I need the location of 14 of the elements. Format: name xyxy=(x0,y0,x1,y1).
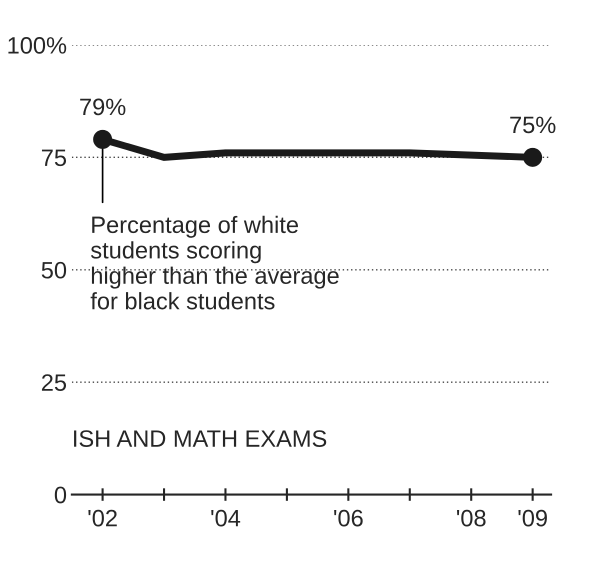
y-tick-label: 50 xyxy=(42,262,66,279)
y-tick-label: 25 xyxy=(42,374,66,391)
x-tick-label: '02 xyxy=(88,510,117,526)
x-tick-label: '04 xyxy=(211,510,240,526)
y-tick-label: 75 xyxy=(42,150,66,166)
y-tick-label: 100% xyxy=(8,37,66,54)
annotation: ISH AND MATH EXAMS xyxy=(74,430,326,447)
x-tick-label: '09 xyxy=(518,510,547,526)
x-tick-label: '08 xyxy=(457,510,486,526)
data-label: 75% xyxy=(510,116,556,134)
y-tick-label: 0 xyxy=(54,486,66,504)
data-label: 79% xyxy=(80,98,126,116)
x-tick-label: '06 xyxy=(334,510,363,526)
annotation: Percentage of white students scoring higher than the average for black students xyxy=(90,216,339,310)
